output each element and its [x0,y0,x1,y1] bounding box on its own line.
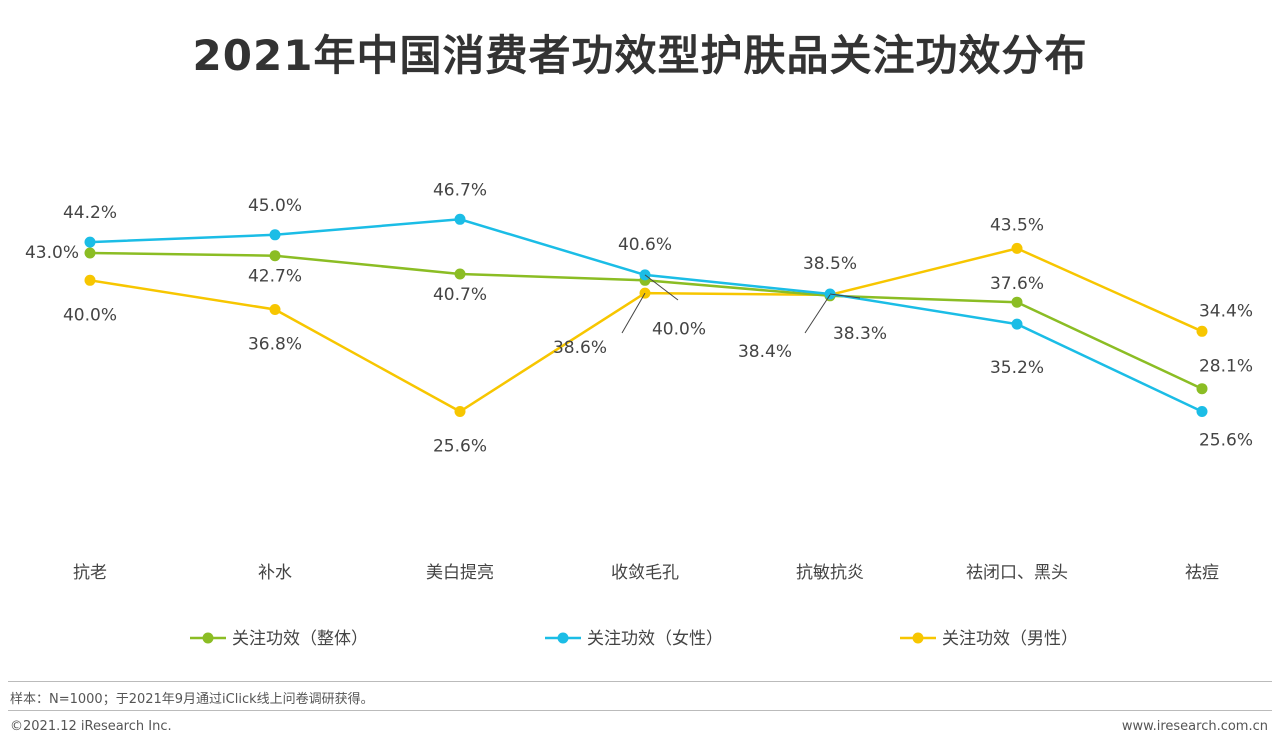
data-label-overall-2: 42.7% [248,267,302,287]
category-label-4: 收敛毛孔 [611,563,679,583]
data-label-overall-1: 43.0% [25,243,79,263]
data-point-female-3 [454,213,466,225]
footer-divider-bottom [8,710,1272,711]
line-chart: 44.2% 43.0% 40.0% 45.0% 42.7% 36.8% 46.7% 40.7%… [25,180,1253,649]
data-point-male-7 [1196,325,1208,337]
data-label-female-2: 45.0% [248,196,302,216]
data-point-male-3 [454,406,466,417]
legend-marker-male [912,632,924,644]
data-point-male-2 [269,304,281,315]
sample-note: 样本：N=1000；于2021年9月通过iClick线上问卷调研获得。 [10,692,374,707]
legend-label-overall: 关注功效（整体） [232,629,368,649]
legend-label-male: 关注功效（男性） [942,629,1078,649]
website-text: www.iresearch.com.cn [1121,719,1268,734]
data-label-overall-5: 38.3% [833,324,887,344]
legend-marker-female [557,632,569,644]
data-point-overall-3 [454,268,466,280]
data-label-male-1: 40.0% [63,305,117,325]
data-point-female-6 [1011,318,1023,330]
data-point-female-1 [84,236,96,248]
data-label-overall-3: 40.7% [433,285,487,305]
data-label-overall-4: 40.0% [652,319,706,339]
data-point-overall-1 [84,247,96,259]
leader-overall-5 [829,293,861,299]
data-label-male-6: 43.5% [990,215,1044,235]
category-label-3: 美白提亮 [426,563,494,583]
data-point-overall-2 [269,250,281,262]
data-point-overall-7 [1196,383,1208,395]
data-point-male-1 [84,274,96,286]
data-label-male-5: 38.4% [738,342,792,362]
data-label-overall-6: 37.6% [990,274,1044,294]
chart-title: 2021年中国消费者功效型护肤品关注功效分布 [192,31,1088,80]
legend-label-female: 关注功效（女性） [587,629,723,649]
leader-overall-4 [644,274,679,301]
category-label-5: 抗敏抗炎 [796,563,864,583]
copyright-text: ©2021.12 iResearch Inc. [10,719,172,734]
data-label-male-7: 34.4% [1199,301,1253,321]
data-point-overall-6 [1011,296,1023,308]
data-label-female-7: 25.6% [1199,431,1253,451]
data-label-female-6: 35.2% [990,358,1044,378]
data-label-male-3: 25.6% [433,437,487,457]
data-label-female-1: 44.2% [63,203,117,223]
data-point-female-7 [1196,406,1208,417]
data-point-male-6 [1011,242,1023,254]
data-label-overall-7: 28.1% [1199,357,1253,377]
data-label-male-2: 36.8% [248,334,302,354]
category-label-1: 抗老 [73,563,107,583]
data-label-female-4: 40.6% [618,235,672,255]
data-point-female-2 [269,229,281,241]
leader-male-5 [804,294,831,334]
legend-marker-overall [202,632,214,644]
footer-divider-top [8,681,1272,682]
category-label-7: 祛痘 [1185,563,1219,583]
data-label-female-3: 46.7% [433,180,487,200]
data-label-female-5: 38.5% [803,254,857,274]
category-label-6: 祛闭口、黑头 [966,563,1068,583]
leader-male-4 [621,292,646,334]
category-label-2: 补水 [258,563,292,583]
data-label-male-4: 38.6% [553,338,607,358]
